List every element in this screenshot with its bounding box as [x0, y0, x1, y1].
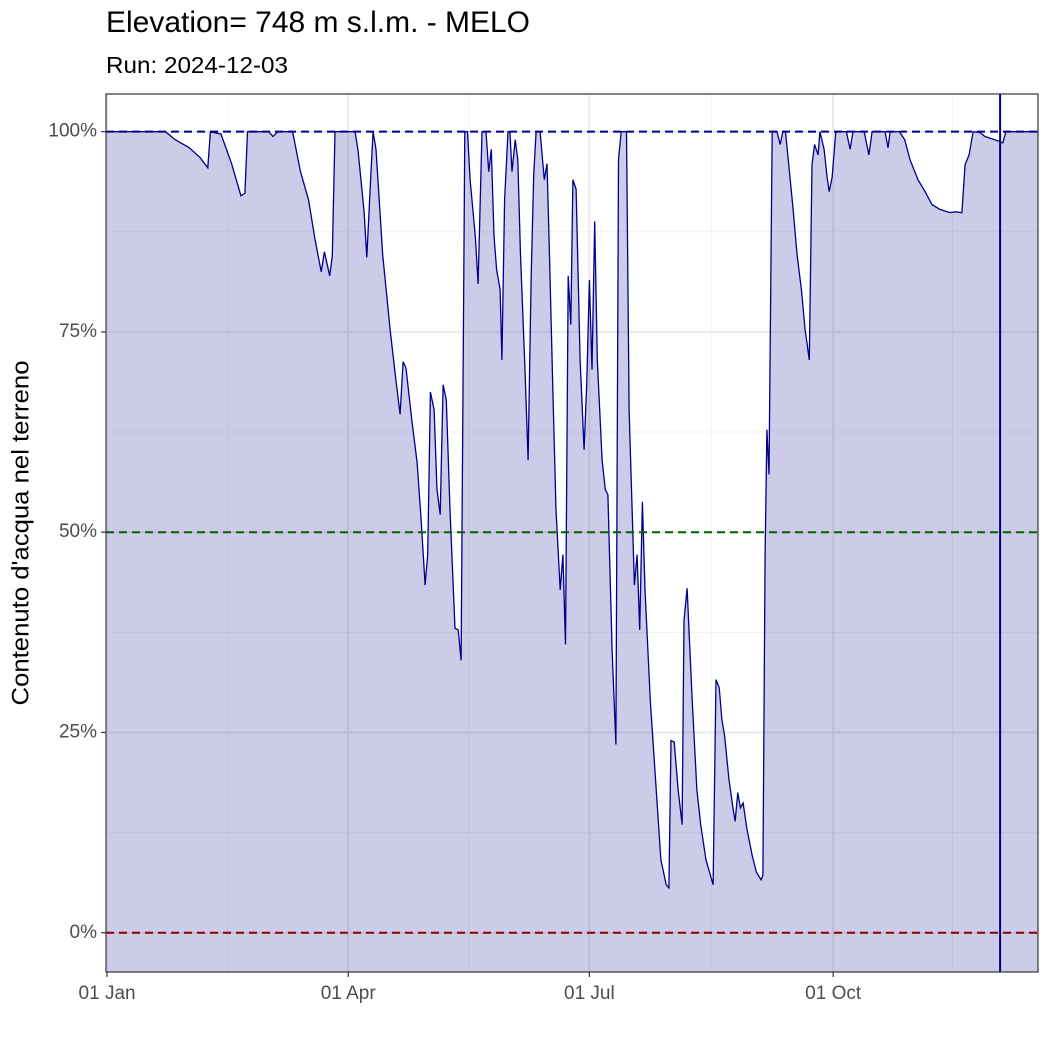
x-tick-label: 01 Jul [564, 983, 615, 1004]
y-tick-label: 50% [59, 521, 97, 542]
y-tick-label: 0% [70, 922, 98, 943]
line [107, 130, 1038, 890]
y-tick-label: 25% [59, 721, 97, 742]
chart-title: Elevation= 748 m s.l.m. - MELO [106, 6, 530, 39]
y-tick-label: 100% [48, 121, 97, 142]
x-tick-label: 01 Oct [805, 983, 862, 1004]
area [107, 131, 1039, 972]
x-tick-label: 01 Apr [321, 983, 377, 1004]
x-tick-label: 01 Jan [79, 983, 136, 1004]
y-tick-label: 75% [59, 321, 97, 342]
y-axis-label: Contenuto d'acqua nel terreno [7, 361, 34, 706]
chart-subtitle: Run: 2024-12-03 [106, 52, 288, 78]
panel-border [105, 93, 1039, 973]
